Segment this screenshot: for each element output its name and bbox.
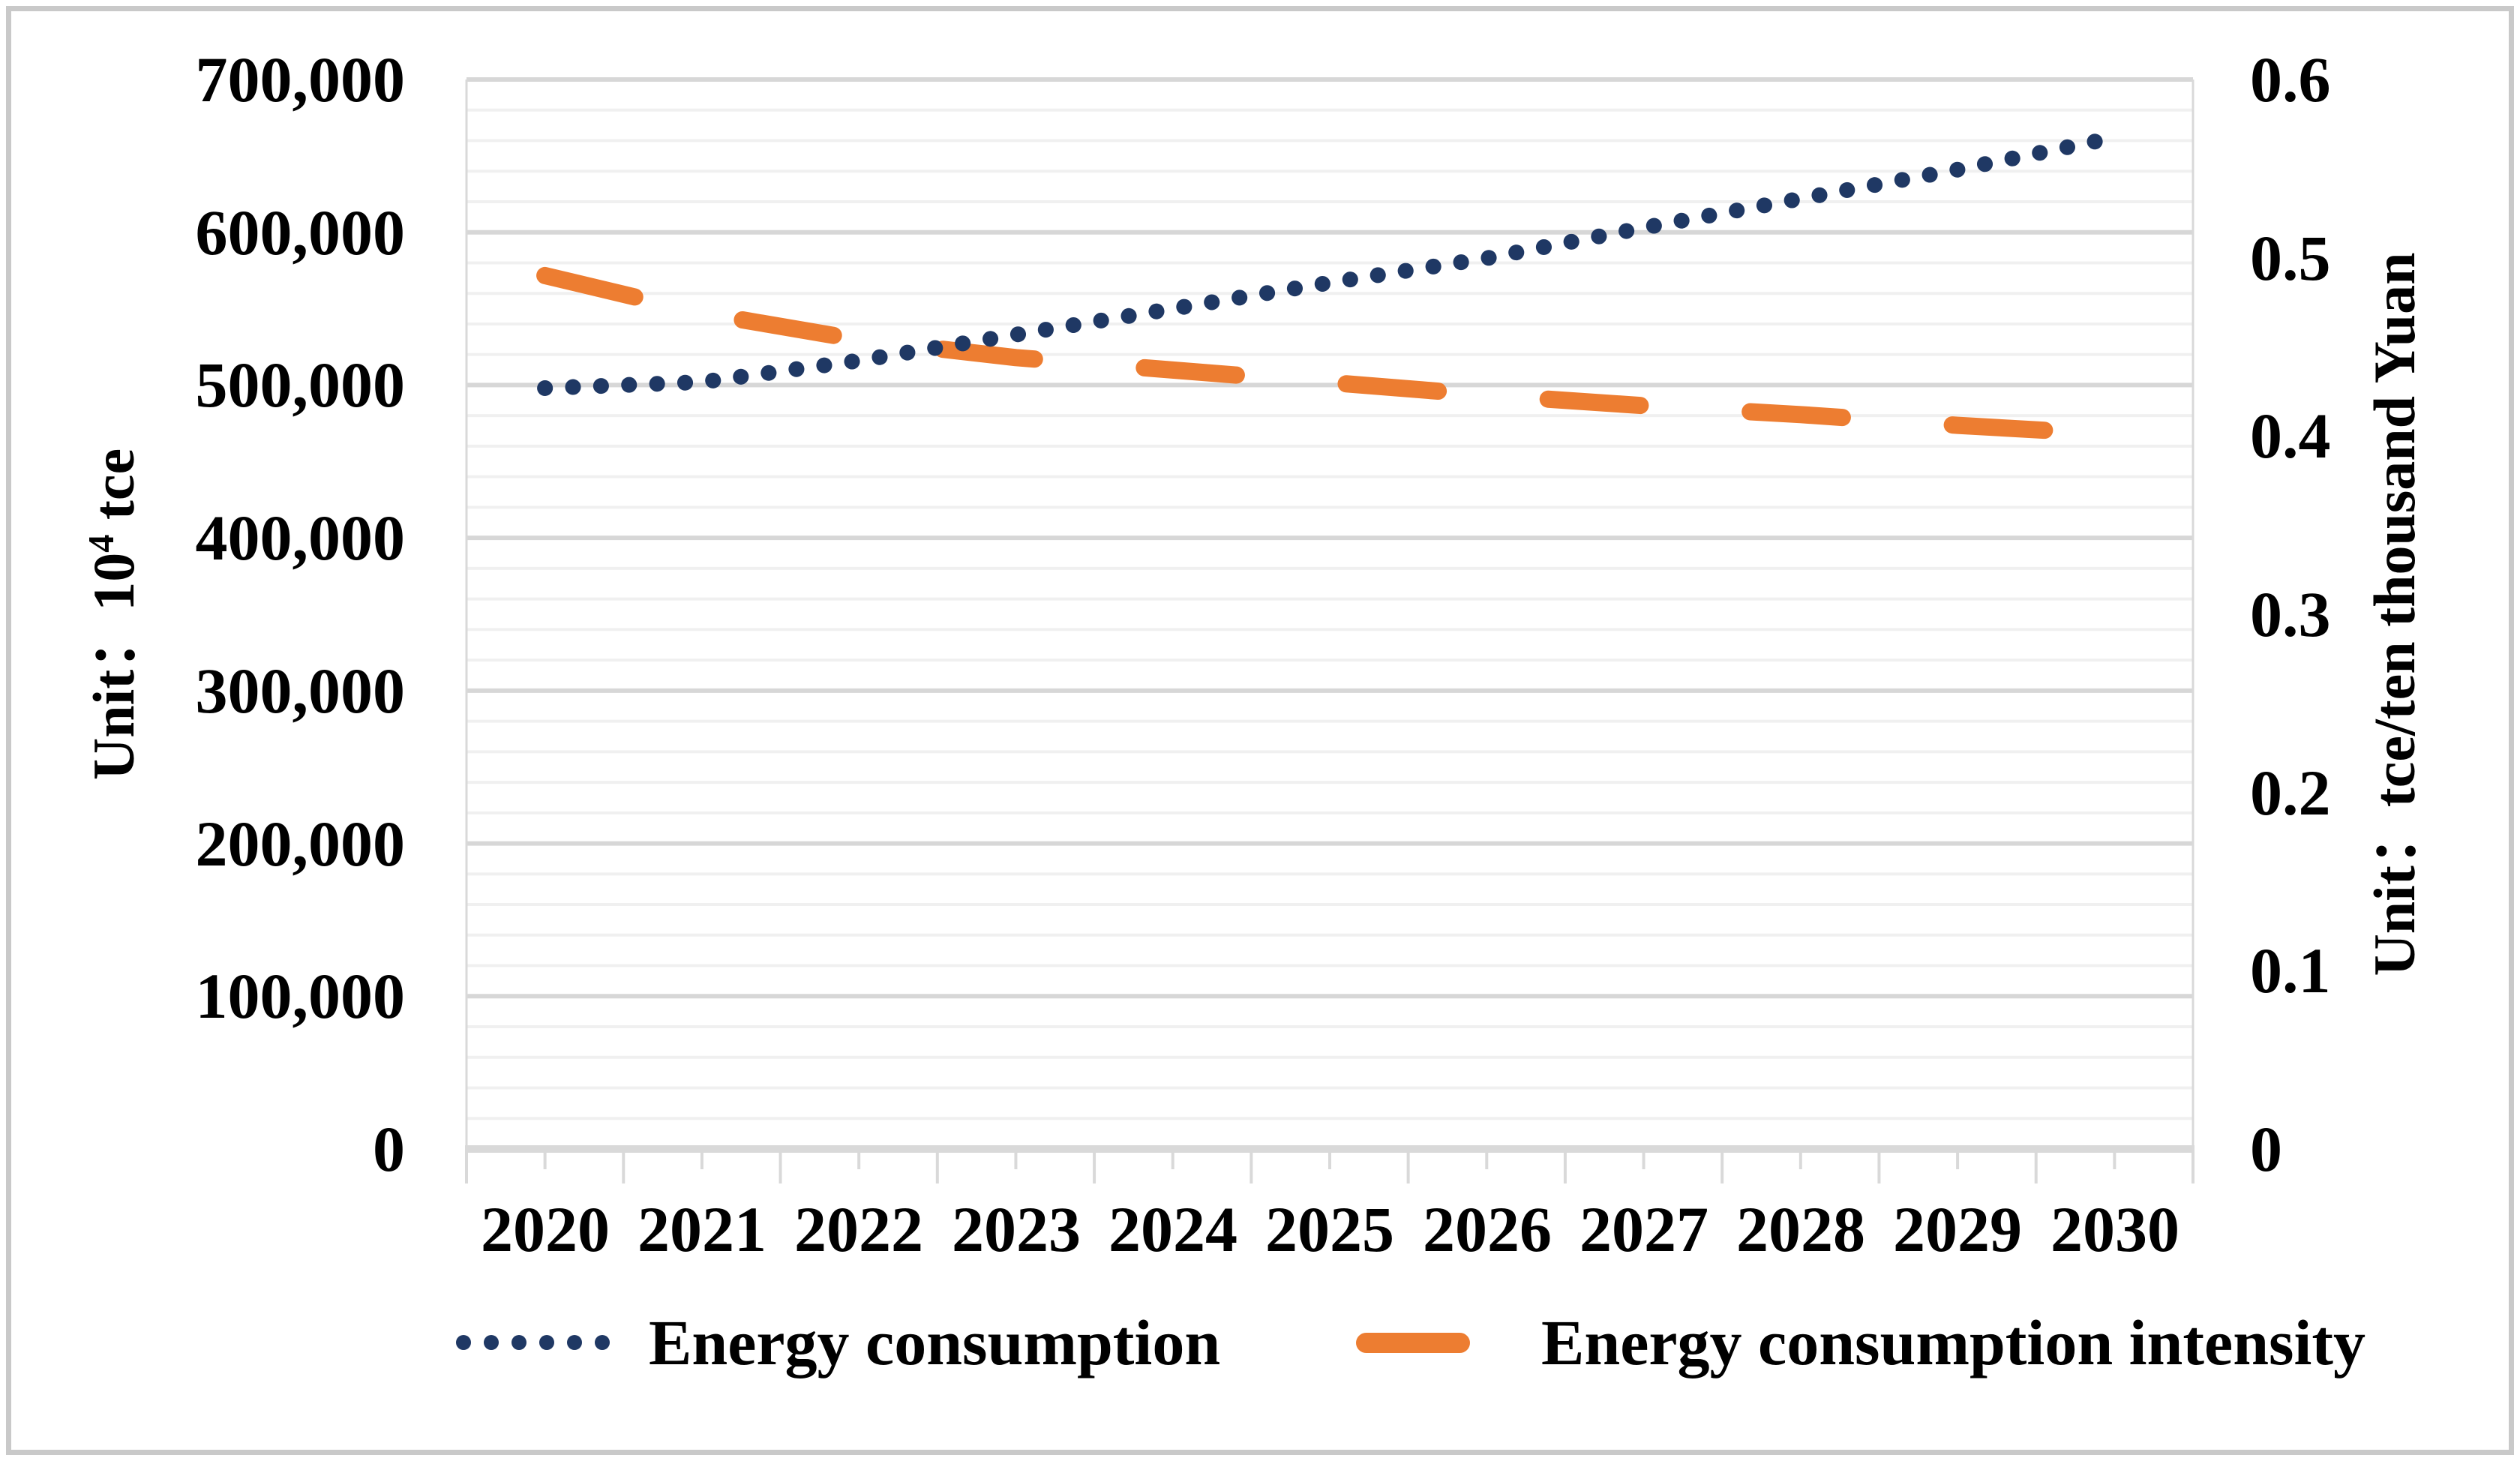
- x-axis-year-label: 2027: [1580, 1193, 1708, 1265]
- left-axis-title-superscript: 4: [82, 534, 122, 553]
- x-axis-year-label: 2026: [1423, 1193, 1552, 1265]
- left-axis-tick-label: 400,000: [195, 502, 406, 574]
- gridlines-major: [466, 77, 2193, 999]
- left-axis-tick-label: 100,000: [195, 960, 406, 1032]
- legend-dot: [484, 1335, 499, 1350]
- axis-lines: [465, 80, 2194, 1153]
- legend-dot: [539, 1335, 554, 1350]
- right-axis-tick-label: 0.6: [2250, 44, 2331, 116]
- legend-item-energy-consumption-intensity: Energy consumption intensity: [1356, 1308, 2366, 1377]
- legend-label: Energy consumption: [649, 1306, 1221, 1378]
- legend-dotted-marker: [456, 1335, 610, 1350]
- left-axis-tick-label: 700,000: [195, 44, 406, 116]
- left-axis-title: Unit：104 tce: [81, 448, 146, 780]
- left-axis-title-suffix: tce: [81, 448, 146, 535]
- series-energy-consumption-line: [537, 129, 2122, 396]
- right-axis-tick-label: 0.5: [2250, 222, 2331, 294]
- series-energy-consumption-intensity-line: [536, 266, 2123, 443]
- x-axis-year-label: 2028: [1736, 1193, 1865, 1265]
- legend-dot: [567, 1335, 582, 1350]
- right-axis-tick-label: 0.2: [2250, 757, 2331, 829]
- left-axis-tick-label: 600,000: [195, 196, 406, 268]
- x-axis-year-label: 2030: [2050, 1193, 2180, 1265]
- x-axis-tick-marks: [465, 1153, 2194, 1184]
- left-axis-title-prefix: Unit：10: [81, 552, 146, 781]
- left-axis-tick-label: 0: [373, 1113, 405, 1185]
- x-axis-year-label: 2025: [1265, 1193, 1394, 1265]
- legend-dot: [456, 1335, 471, 1350]
- gridlines-minor: [466, 108, 2193, 1120]
- legend-item-energy-consumption: Energy consumption: [456, 1308, 1220, 1377]
- right-axis-tick-label: 0.3: [2250, 578, 2331, 650]
- right-axis-tick-label: 0: [2250, 1113, 2282, 1185]
- x-axis-year-label: 2020: [481, 1193, 610, 1265]
- right-axis-title: Unit：tce/ten thousand Yuan: [2362, 252, 2427, 976]
- legend-dot: [595, 1335, 610, 1350]
- x-axis-year-label: 2021: [638, 1193, 766, 1265]
- legend-dot: [512, 1335, 526, 1350]
- left-axis-tick-label: 200,000: [195, 808, 406, 880]
- legend-label: Energy consumption intensity: [1541, 1306, 2366, 1378]
- x-axis-year-label: 2022: [794, 1193, 923, 1265]
- right-axis-tick-label: 0.4: [2250, 400, 2331, 472]
- left-axis-tick-label: 500,000: [195, 349, 406, 421]
- x-axis-year-label: 2029: [1893, 1193, 2022, 1265]
- x-axis-year-label: 2023: [952, 1193, 1081, 1265]
- right-axis-tick-label: 0.1: [2250, 934, 2331, 1006]
- x-axis-year-label: 2024: [1108, 1193, 1238, 1265]
- left-axis-tick-label: 300,000: [195, 655, 406, 727]
- legend-dash-marker: [1356, 1332, 1470, 1353]
